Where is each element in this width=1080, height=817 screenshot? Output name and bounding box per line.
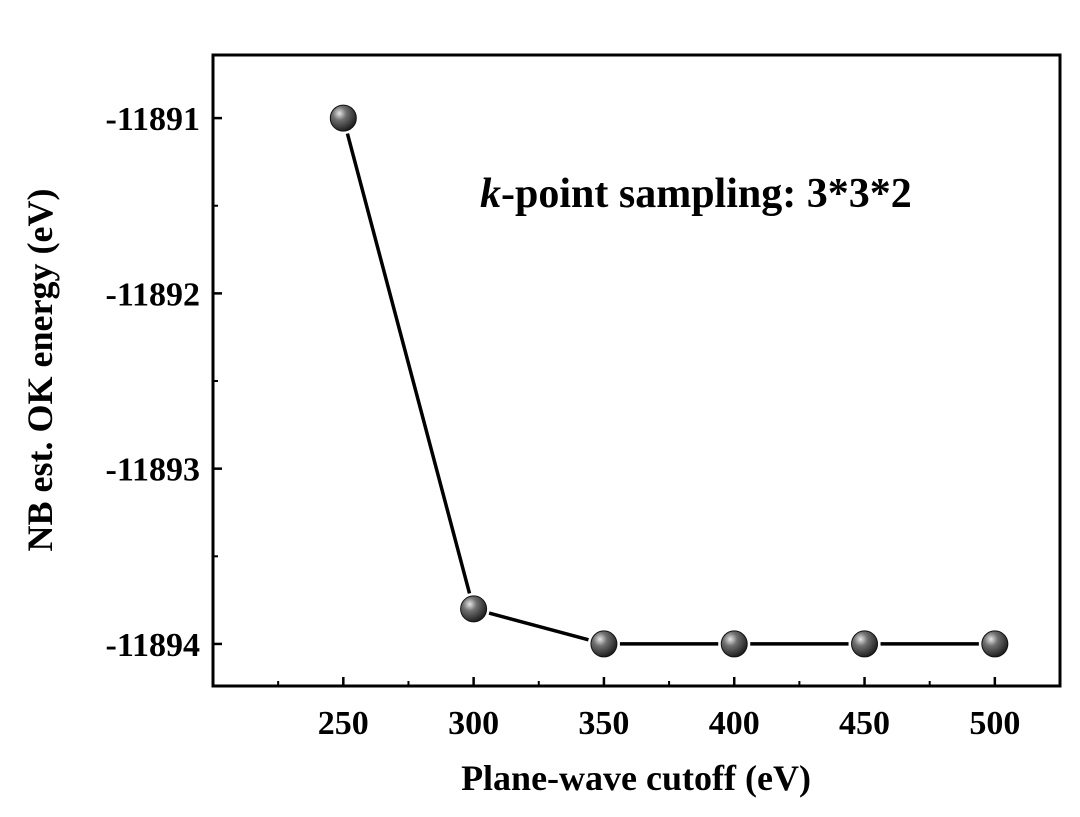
y-tick-label: -11893 bbox=[106, 452, 200, 489]
x-tick-label: 400 bbox=[709, 705, 760, 742]
y-tick-label: -11892 bbox=[106, 276, 200, 313]
data-point bbox=[851, 630, 879, 658]
y-axis: -11891 -11892 -11893 -11894 bbox=[106, 101, 222, 664]
data-point bbox=[720, 630, 748, 658]
data-point bbox=[590, 630, 618, 658]
series-line-segment bbox=[488, 611, 589, 642]
annotation-rest: -point sampling: 3*3*2 bbox=[501, 171, 912, 217]
y-axis-title: NB est. OK energy (eV) bbox=[20, 189, 60, 552]
y-tick-label: -11891 bbox=[106, 101, 200, 138]
annotation-k: k bbox=[480, 171, 501, 217]
x-tick-label: 500 bbox=[969, 705, 1020, 742]
x-tick-label: 300 bbox=[448, 705, 499, 742]
x-axis: 250 300 350 400 450 500 bbox=[277, 677, 1020, 742]
x-tick-label: 250 bbox=[318, 705, 369, 742]
data-point bbox=[981, 630, 1009, 658]
data-point bbox=[329, 104, 357, 132]
annotation: k-point sampling: 3*3*2 bbox=[480, 171, 912, 217]
markers bbox=[329, 104, 1009, 658]
series-line-segment bbox=[345, 133, 472, 594]
x-axis-title: Plane-wave cutoff (eV) bbox=[461, 758, 811, 798]
plot-frame bbox=[211, 53, 1062, 688]
x-tick-label: 350 bbox=[578, 705, 629, 742]
x-tick-label: 450 bbox=[839, 705, 890, 742]
y-tick-label: -11894 bbox=[106, 627, 200, 664]
series bbox=[345, 133, 979, 646]
data-point bbox=[460, 595, 488, 623]
